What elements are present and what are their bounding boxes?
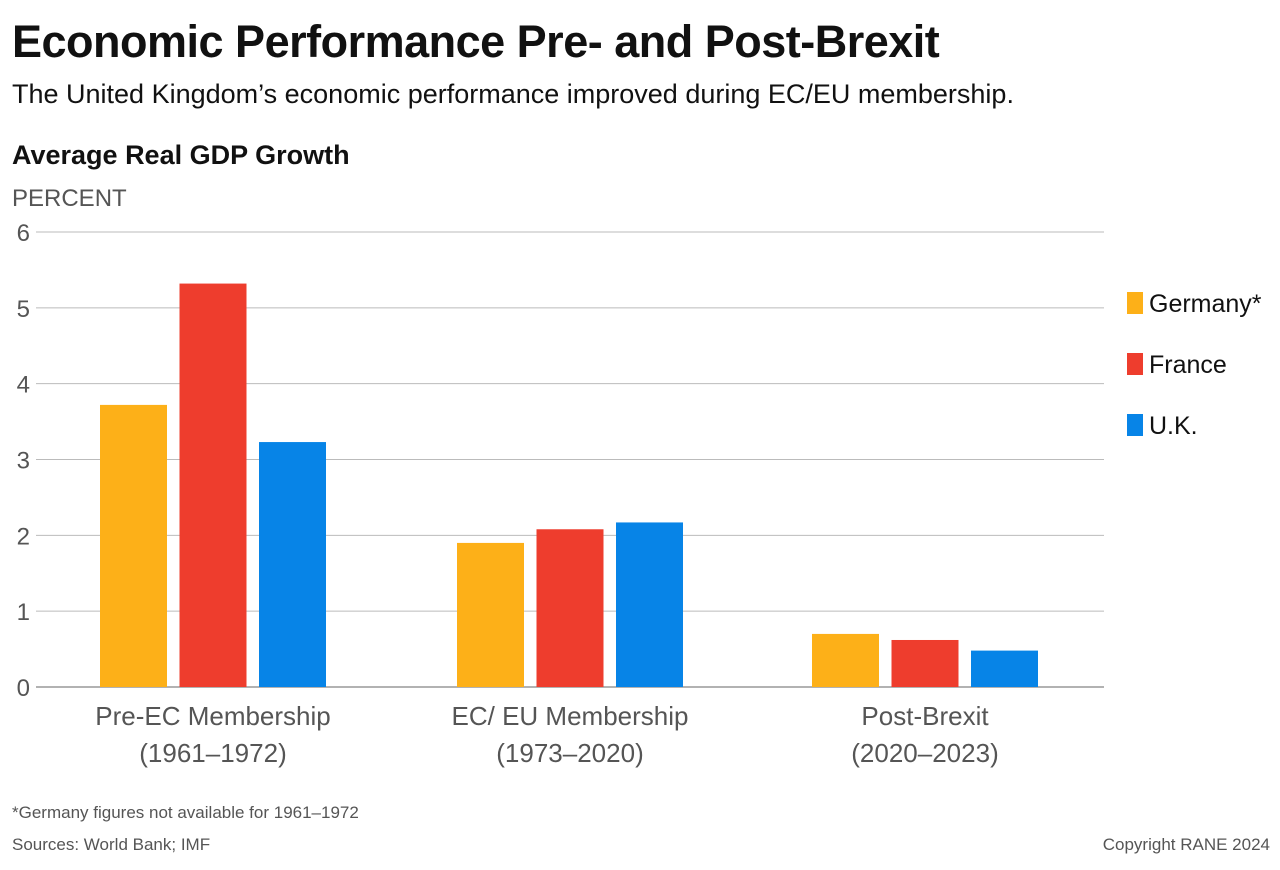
footnote: *Germany figures not available for 1961–… — [12, 803, 359, 822]
legend-label: France — [1149, 351, 1227, 379]
y-tick-label: 3 — [17, 448, 30, 475]
x-tick-label: EC/ EU Membership — [452, 701, 689, 731]
legend-label: U.K. — [1149, 412, 1198, 440]
bar-france-0 — [179, 283, 247, 687]
y-tick-label: 1 — [17, 599, 30, 626]
chart-title: Average Real GDP Growth — [12, 140, 350, 170]
page-subtitle: The United Kingdom’s economic performanc… — [12, 79, 1014, 109]
y-tick-label: 4 — [17, 372, 30, 399]
bar-uk-0 — [259, 442, 326, 687]
bar-uk-2 — [971, 650, 1038, 687]
legend-swatch — [1127, 414, 1143, 436]
y-axis-unit-label: PERCENT — [12, 185, 127, 212]
bars — [100, 283, 1038, 687]
x-tick-label: Pre-EC Membership — [95, 701, 331, 731]
bar-france-2 — [891, 639, 959, 687]
page-title: Economic Performance Pre- and Post-Brexi… — [12, 16, 940, 67]
y-axis-ticks: 0 1 2 3 4 5 6 — [17, 220, 30, 702]
y-tick-label: 2 — [17, 523, 30, 550]
y-tick-label: 0 — [17, 675, 30, 702]
legend-swatch — [1127, 353, 1143, 375]
x-axis-labels: Pre-EC Membership (1961–1972) EC/ EU Membe… — [95, 701, 998, 768]
copyright-note: Copyright RANE 2024 — [1102, 835, 1270, 854]
bar-chart: 0 1 2 3 4 5 6 Pre-EC Membership (1961–1972) EC/ … — [17, 220, 1262, 768]
x-tick-label: (1973–2020) — [496, 738, 643, 768]
x-tick-label: Post-Brexit — [861, 701, 989, 731]
x-tick-label: (1961–1972) — [139, 738, 286, 768]
x-tick-label: (2020–2023) — [851, 738, 998, 768]
legend-swatch — [1127, 292, 1143, 314]
y-tick-label: 6 — [17, 220, 30, 247]
bar-uk-1 — [616, 522, 683, 687]
y-tick-label: 5 — [17, 296, 30, 323]
bar-germany-2 — [812, 633, 879, 687]
bar-germany-0 — [100, 404, 167, 687]
legend-label: Germany* — [1149, 290, 1262, 318]
legend: Germany* France U.K. — [1127, 290, 1262, 440]
sources-note: Sources: World Bank; IMF — [12, 835, 211, 854]
bar-france-1 — [536, 529, 604, 687]
bar-germany-1 — [457, 542, 524, 687]
